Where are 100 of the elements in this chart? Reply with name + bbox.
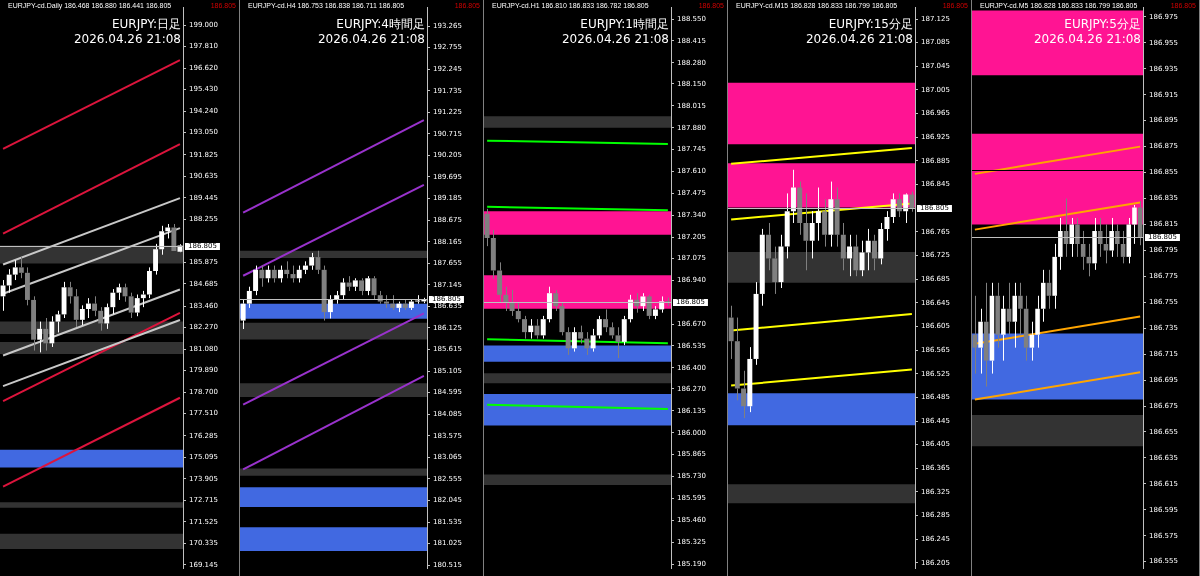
candlestick [1075, 217, 1080, 258]
candlestick [1058, 217, 1063, 271]
candlestick [853, 234, 859, 277]
candlestick [753, 281, 759, 366]
candlestick [878, 222, 884, 265]
candlestick [1126, 217, 1132, 264]
candlestick [1097, 217, 1103, 258]
candlestick [79, 304, 85, 326]
candlestick [31, 295, 36, 352]
candlestick [553, 289, 559, 312]
candlestick [822, 198, 828, 248]
candlestick [271, 265, 277, 283]
candlestick [396, 301, 402, 313]
candlestick [1052, 243, 1057, 310]
candlestick [1109, 217, 1114, 258]
candlestick [540, 315, 546, 340]
candlestick [315, 250, 321, 275]
candlestick [327, 294, 333, 319]
candlestick [546, 286, 552, 323]
candlestick [890, 192, 896, 224]
candlestick [497, 261, 503, 304]
candlestick [847, 234, 853, 277]
text: EURJPY:5分足 [1064, 16, 1141, 33]
candlestick [522, 315, 528, 340]
candlestick [265, 265, 271, 283]
candlestick [615, 326, 621, 359]
candlestick [784, 192, 790, 259]
candlestick [759, 228, 765, 307]
text: 2026.04.26 21:08 [805, 32, 913, 46]
text: 2026.04.26 21:08 [1033, 32, 1141, 46]
candlestick [55, 310, 61, 333]
candlestick [49, 315, 55, 348]
candlestick [840, 222, 846, 271]
candlestick [621, 315, 627, 346]
candlestick [240, 298, 246, 330]
candlestick [1018, 282, 1023, 336]
candlestick [815, 187, 821, 242]
candlestick [571, 326, 577, 353]
candlestick [766, 222, 772, 271]
candlestick [25, 266, 30, 306]
candlestick [584, 331, 590, 356]
candlestick [603, 308, 609, 333]
candlestick [747, 346, 753, 413]
text: 2026.04.26 21:08 [561, 32, 669, 46]
text: EURJPY:4時間足 [336, 16, 425, 33]
candlestick [809, 210, 815, 259]
candlestick [371, 275, 377, 300]
text: EURJPY:日足 [112, 16, 181, 33]
candlestick [246, 286, 252, 309]
candlestick [1115, 223, 1120, 258]
candlestick [865, 228, 871, 271]
candlestick [98, 306, 104, 332]
candlestick [596, 315, 602, 340]
text: 2026.04.26 21:08 [317, 32, 425, 46]
candlestick [12, 259, 18, 281]
candlestick [359, 277, 365, 296]
candlestick [790, 169, 796, 224]
candlestick [334, 290, 340, 305]
candlestick [741, 370, 747, 419]
candlestick [290, 265, 296, 283]
candlestick [528, 318, 534, 340]
candlestick [1040, 269, 1046, 323]
candlestick [590, 328, 596, 353]
candlestick [1012, 282, 1018, 349]
candlestick [995, 282, 1000, 349]
text: EURJPY:15分足 [828, 16, 913, 33]
candlestick [408, 298, 414, 311]
candlestick [86, 297, 91, 319]
candlestick [37, 321, 43, 353]
candlestick [509, 289, 515, 317]
candlestick [18, 256, 24, 279]
candlestick [296, 265, 302, 283]
candlestick [859, 240, 865, 277]
candlestick [1001, 295, 1006, 362]
candlestick [734, 317, 740, 401]
candlestick [884, 210, 890, 242]
candlestick [627, 294, 633, 323]
candlestick [309, 252, 315, 271]
candlestick [1069, 217, 1075, 258]
candlestick [340, 277, 346, 300]
candlestick [284, 260, 290, 279]
candlestick [383, 294, 389, 309]
candlestick [903, 194, 909, 224]
candlestick [778, 234, 784, 289]
candlestick [92, 295, 97, 317]
candlestick [640, 292, 646, 312]
candlestick [390, 294, 396, 311]
candlestick [1092, 217, 1097, 271]
candlestick [803, 192, 809, 271]
candlestick [346, 275, 352, 292]
candlestick [402, 298, 408, 311]
candlestick [67, 281, 73, 305]
candlestick [490, 229, 496, 280]
candlestick [559, 302, 565, 336]
candlestick [352, 277, 358, 292]
candlestick [116, 283, 122, 301]
candlestick [278, 265, 284, 283]
text: EURJPY:1時間足 [580, 16, 669, 33]
candlestick [515, 302, 521, 323]
candlestick [578, 325, 584, 344]
